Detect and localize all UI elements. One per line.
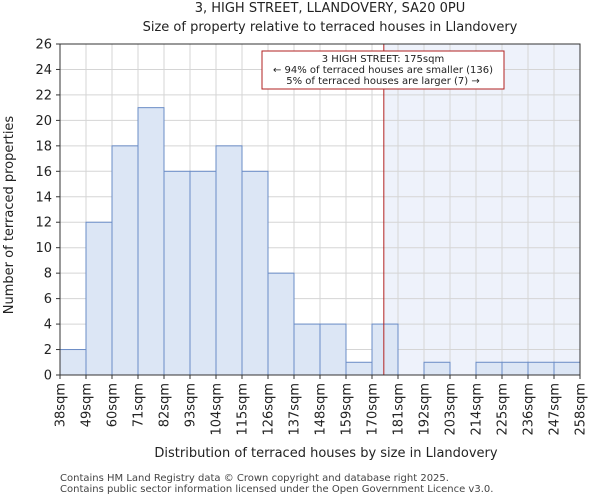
bar-49sqm bbox=[85, 221, 113, 376]
annotation-box: 3 HIGH STREET: 175sqm ← 94% of terraced … bbox=[261, 50, 505, 90]
chart-subtitle: Size of property relative to terraced ho… bbox=[143, 20, 518, 35]
y-tick-label: 2 bbox=[44, 343, 52, 358]
x-tick-label: 137sqm bbox=[288, 383, 303, 436]
y-tick-label: 10 bbox=[35, 241, 52, 256]
y-tick-label: 18 bbox=[35, 139, 52, 154]
x-tick-label: 203sqm bbox=[444, 383, 459, 436]
y-tick-label: 16 bbox=[35, 165, 52, 180]
bars bbox=[59, 107, 581, 376]
y-tick-label: 8 bbox=[44, 267, 52, 282]
x-tick-label: 170sqm bbox=[366, 383, 381, 436]
x-tick-label: 82sqm bbox=[158, 383, 173, 427]
bar-159sqm bbox=[345, 361, 373, 376]
bar-60sqm bbox=[111, 145, 139, 376]
y-tick-label: 20 bbox=[35, 114, 52, 129]
x-tick-label: 38sqm bbox=[54, 383, 69, 427]
chart-title: 3, HIGH STREET, LLANDOVERY, SA20 0PU bbox=[195, 1, 466, 16]
x-tick-label: 71sqm bbox=[132, 383, 147, 427]
y-tick-label: 12 bbox=[35, 216, 52, 231]
x-tick-label: 181sqm bbox=[392, 383, 407, 436]
y-tick-label: 0 bbox=[44, 369, 52, 384]
annotation-line-2: ← 94% of terraced houses are smaller (13… bbox=[273, 65, 493, 76]
larger-region-shading bbox=[383, 44, 580, 375]
x-tick-label: 159sqm bbox=[340, 383, 355, 436]
bar-115sqm bbox=[241, 170, 269, 376]
bar-236sqm bbox=[527, 361, 555, 376]
x-axis-label: Distribution of terraced houses by size … bbox=[154, 446, 497, 461]
footer-licence: Contains public sector information licen… bbox=[60, 484, 494, 495]
x-tick-label: 148sqm bbox=[314, 383, 329, 436]
annotation-line-1: 3 HIGH STREET: 175sqm bbox=[322, 54, 444, 65]
bar-71sqm bbox=[137, 107, 165, 376]
x-tick-label: 247sqm bbox=[548, 383, 563, 436]
x-tick-label: 93sqm bbox=[184, 383, 199, 427]
bar-148sqm bbox=[319, 323, 347, 376]
bar-126sqm bbox=[267, 272, 295, 376]
y-tick-label: 6 bbox=[44, 292, 52, 307]
bar-82sqm bbox=[163, 170, 191, 376]
footer-copyright: Contains HM Land Registry data © Crown c… bbox=[60, 473, 449, 484]
bar-214sqm bbox=[475, 361, 503, 376]
x-tick-label: 236sqm bbox=[522, 383, 537, 436]
x-tick-label: 214sqm bbox=[470, 383, 485, 436]
x-tick-label: 126sqm bbox=[262, 383, 277, 436]
bar-104sqm bbox=[215, 145, 243, 376]
y-tick-label: 22 bbox=[35, 88, 52, 103]
x-tick-label: 49sqm bbox=[80, 383, 95, 427]
x-tick-label: 115sqm bbox=[236, 383, 251, 436]
x-tick-label: 104sqm bbox=[210, 383, 225, 436]
bar-225sqm bbox=[501, 361, 529, 376]
bar-170sqm bbox=[371, 323, 399, 376]
x-tick-label: 60sqm bbox=[106, 383, 121, 427]
bar-247sqm bbox=[553, 361, 581, 376]
y-tick-label: 26 bbox=[35, 38, 52, 53]
bar-38sqm bbox=[59, 349, 87, 376]
x-tick-label: 258sqm bbox=[574, 383, 589, 436]
bar-192sqm bbox=[423, 361, 451, 376]
x-axis-ticks: 38sqm 49sqm 60sqm 71sqm 82sqm 93sqm 104sqm 115s… bbox=[54, 375, 589, 436]
bar-93sqm bbox=[189, 170, 217, 376]
y-axis-label: Number of terraced properties bbox=[2, 116, 17, 315]
y-tick-label: 4 bbox=[44, 318, 52, 333]
x-tick-label: 192sqm bbox=[418, 383, 433, 436]
annotation-frame bbox=[261, 50, 505, 90]
x-tick-label: 225sqm bbox=[496, 383, 511, 436]
bar-137sqm bbox=[293, 323, 321, 376]
annotation-line-3: 5% of terraced houses are larger (7) → bbox=[286, 76, 480, 87]
y-tick-label: 24 bbox=[35, 63, 52, 78]
y-tick-label: 14 bbox=[35, 190, 52, 205]
